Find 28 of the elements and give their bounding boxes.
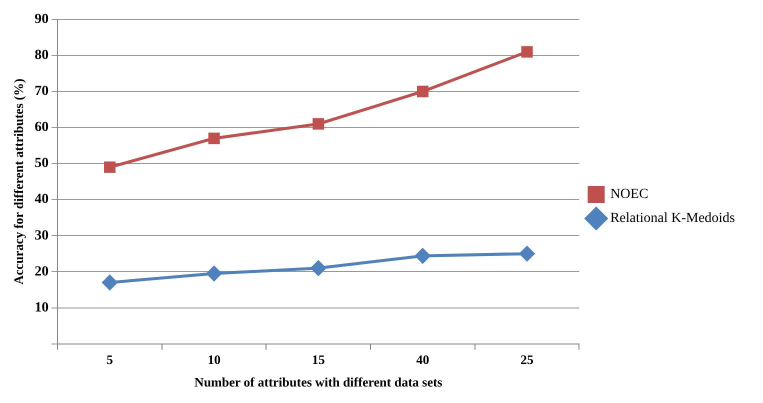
y-axis-title: Accuracy for different attributes (%) — [11, 78, 26, 285]
legend-label: Relational K-Medoids — [610, 211, 735, 226]
y-tick-label: 40 — [34, 192, 49, 208]
y-tick-label: 70 — [34, 84, 49, 100]
y-tick-label: 10 — [34, 300, 49, 316]
x-tick-label: 5 — [106, 352, 114, 367]
x-tick-label: 25 — [520, 352, 534, 367]
point — [521, 46, 533, 58]
x-tick-label: 15 — [312, 352, 326, 367]
point — [310, 260, 326, 276]
point — [415, 248, 430, 264]
y-tick-label: 50 — [34, 156, 49, 172]
point — [102, 275, 118, 290]
y-tick-label: 90 — [34, 12, 49, 28]
y-tick-label: 20 — [34, 264, 49, 280]
point — [416, 86, 428, 98]
point — [312, 118, 324, 130]
x-axis-title: Number of attributes with different data sets — [194, 374, 442, 390]
point — [104, 161, 116, 173]
y-tick-label: 80 — [34, 48, 49, 64]
y-tick-label: 30 — [34, 228, 49, 244]
point — [520, 246, 535, 262]
point — [208, 132, 220, 144]
x-tick-label: 10 — [208, 352, 221, 367]
legend-label: NOEC — [610, 187, 648, 202]
y-tick-label: 60 — [34, 120, 49, 136]
point — [206, 266, 222, 282]
x-tick-label: 40 — [416, 352, 430, 367]
